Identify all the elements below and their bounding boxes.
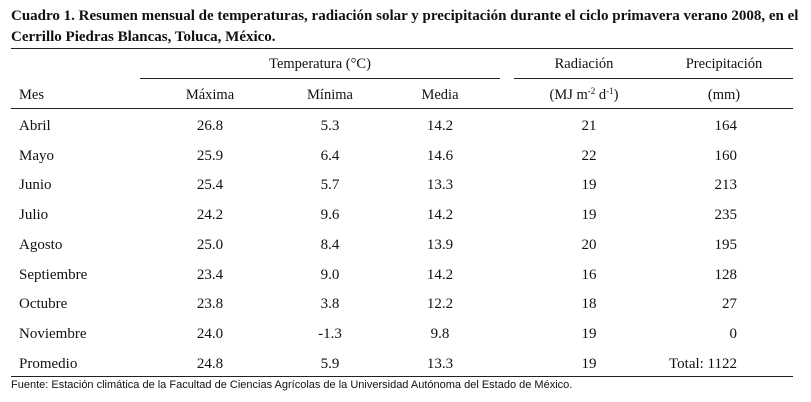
cell-precipitation: 195 (714, 237, 738, 253)
header-precip-unit: (mm) (707, 87, 741, 103)
cell-radiation: 19 (581, 207, 597, 223)
cell-precipitation: 128 (714, 267, 738, 283)
cell-month: Octubre (19, 296, 68, 312)
cell-mean: 14.2 (426, 207, 454, 223)
cell-month: Promedio (19, 356, 78, 372)
cell-mean: 12.2 (426, 296, 454, 312)
cell-max: 25.9 (196, 148, 224, 164)
cell-month: Agosto (19, 237, 63, 253)
cell-radiation: 19 (581, 326, 597, 342)
cell-month: Abril (19, 118, 51, 134)
header-max: Máxima (185, 87, 235, 103)
cell-radiation: 19 (581, 177, 597, 193)
header-precipitation: Precipitación (685, 56, 763, 72)
caption-line-2: Cerrillo Piedras Blancas, Toluca, México… (11, 29, 276, 45)
cell-month: Septiembre (19, 267, 88, 283)
cell-precipitation: 27 (722, 296, 737, 312)
cell-min: 5.3 (320, 118, 340, 134)
temperature-group-rule (140, 78, 500, 79)
cell-max: 23.4 (196, 267, 224, 283)
footnote: Fuente: Estación climática de la Faculta… (11, 379, 573, 391)
cell-month: Mayo (19, 148, 54, 164)
bottom-rule (11, 376, 793, 377)
cell-radiation: 19 (581, 356, 597, 372)
cell-min: -1.3 (318, 326, 342, 342)
cell-precipitation: 0 (729, 326, 738, 342)
radiation-precip-group-rule (514, 78, 793, 79)
header-radiation-unit: (MJ m-2 d-1) (549, 86, 619, 104)
cell-mean: 9.8 (430, 326, 450, 342)
header-min: Mínima (307, 87, 353, 103)
caption-line-1: Cuadro 1. Resumen mensual de temperatura… (11, 8, 799, 24)
cell-precipitation: 213 (714, 177, 738, 193)
header-radiation: Radiación (554, 56, 614, 72)
cell-max: 24.2 (196, 207, 224, 223)
cell-radiation: 21 (581, 118, 597, 134)
cell-precipitation: Total: 1122 (669, 356, 737, 372)
cell-mean: 13.9 (426, 237, 454, 253)
cell-radiation: 22 (581, 148, 597, 164)
header-month: Mes (19, 87, 44, 103)
top-rule (11, 48, 793, 49)
cell-precipitation: 160 (714, 148, 738, 164)
header-bottom-rule (11, 108, 793, 109)
cell-month: Julio (19, 207, 49, 223)
cell-radiation: 20 (581, 237, 597, 253)
cell-max: 26.8 (196, 118, 224, 134)
cell-mean: 13.3 (426, 177, 454, 193)
header-mean: Media (421, 87, 459, 103)
cell-max: 24.8 (196, 356, 224, 372)
cell-min: 5.7 (320, 177, 340, 193)
cell-mean: 13.3 (426, 356, 454, 372)
cell-month: Noviembre (19, 326, 87, 342)
cell-mean: 14.6 (426, 148, 454, 164)
cell-radiation: 16 (581, 267, 597, 283)
cell-precipitation: 235 (714, 207, 738, 223)
cell-min: 8.4 (320, 237, 340, 253)
cell-min: 5.9 (320, 356, 340, 372)
cell-max: 25.4 (196, 177, 224, 193)
cell-max: 25.0 (196, 237, 224, 253)
cell-max: 23.8 (196, 296, 224, 312)
cell-radiation: 18 (581, 296, 597, 312)
cell-precipitation: 164 (714, 118, 738, 134)
cell-min: 6.4 (320, 148, 340, 164)
cell-min: 3.8 (320, 296, 340, 312)
cell-min: 9.6 (320, 207, 340, 223)
cell-min: 9.0 (320, 267, 340, 283)
cell-mean: 14.2 (426, 267, 454, 283)
header-temperature-group: Temperatura (°C) (269, 56, 371, 72)
cell-mean: 14.2 (426, 118, 454, 134)
table-caption: Cuadro 1. Resumen mensual de temperatura… (11, 6, 801, 48)
cell-max: 24.0 (196, 326, 224, 342)
cell-month: Junio (19, 177, 52, 193)
